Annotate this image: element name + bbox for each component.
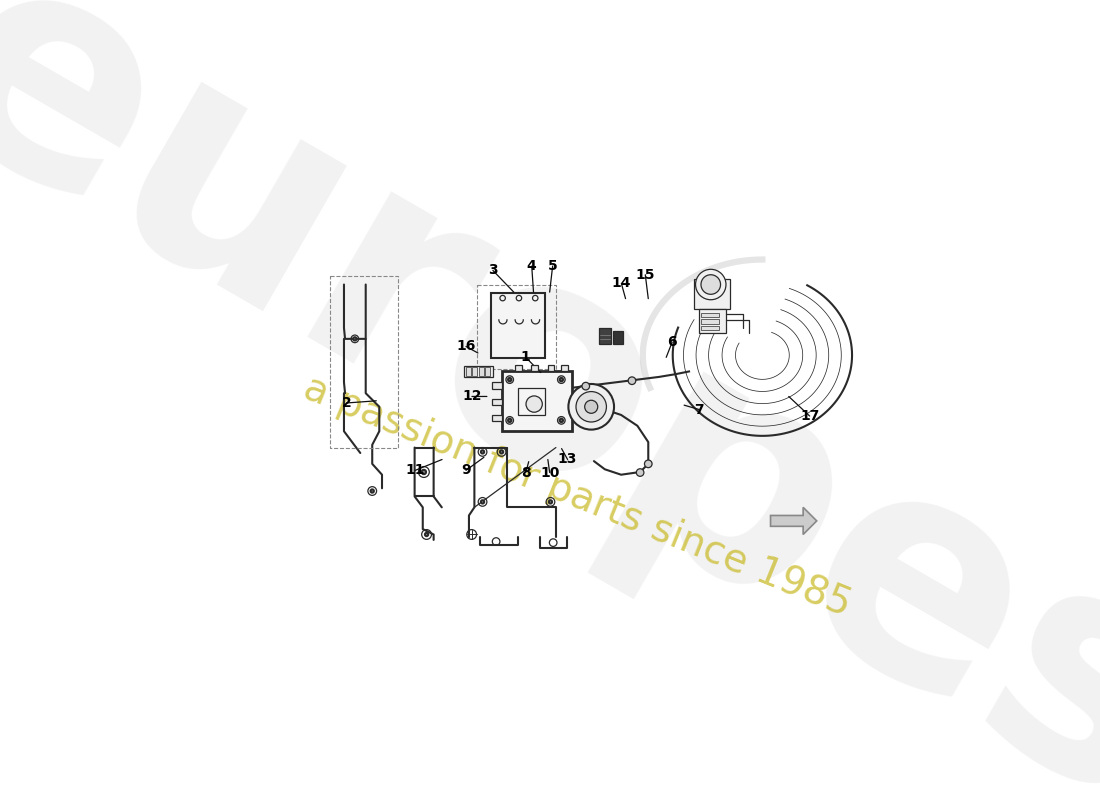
Bar [492,415,502,422]
Text: 16: 16 [456,339,475,354]
Bar [613,330,623,344]
Bar [600,328,612,344]
Bar [701,326,719,330]
Circle shape [425,533,428,536]
Text: 15: 15 [636,268,654,282]
Circle shape [645,460,652,468]
Bar [472,367,477,376]
Circle shape [508,418,512,422]
Circle shape [421,470,426,474]
Circle shape [560,378,563,382]
Circle shape [508,378,512,382]
Text: 6: 6 [668,335,676,349]
Bar [478,367,484,376]
Bar [701,319,719,324]
Bar [502,371,572,431]
Circle shape [569,384,614,430]
Bar [515,365,521,371]
Polygon shape [770,507,816,534]
Text: a passion for parts since 1985: a passion for parts since 1985 [298,369,857,624]
Circle shape [353,338,356,341]
Text: 3: 3 [488,263,497,278]
Circle shape [526,396,542,412]
Bar [694,279,729,309]
Circle shape [558,417,565,424]
Text: 4: 4 [527,259,537,273]
Circle shape [636,469,644,476]
Text: 7: 7 [694,402,704,417]
Bar [491,293,544,358]
Circle shape [558,376,565,383]
Circle shape [695,270,726,300]
Circle shape [481,500,484,503]
Circle shape [576,391,606,422]
Circle shape [628,377,636,385]
Circle shape [506,417,514,424]
Bar [518,388,544,415]
Bar [463,366,494,377]
Bar [465,367,471,376]
Circle shape [585,400,597,414]
Text: 9: 9 [461,463,471,478]
Bar [531,365,538,371]
Circle shape [582,382,590,390]
Bar [701,313,719,317]
Circle shape [481,450,484,454]
Text: 13: 13 [558,453,578,466]
Text: 11: 11 [406,463,425,478]
Text: 1: 1 [521,350,530,364]
Text: 8: 8 [521,466,530,479]
Circle shape [701,274,721,294]
Text: 14: 14 [612,277,631,290]
Bar [548,365,554,371]
Bar [492,382,502,389]
Circle shape [549,500,552,503]
Bar [698,309,726,334]
Text: 2: 2 [341,396,351,410]
Circle shape [499,450,503,454]
Text: 17: 17 [800,409,820,423]
Circle shape [506,376,514,383]
Text: 10: 10 [540,466,559,479]
Bar [492,398,502,405]
Bar [561,365,568,371]
Circle shape [560,418,563,422]
Text: 5: 5 [548,259,558,273]
Text: 12: 12 [462,390,482,403]
Circle shape [371,490,374,493]
Bar [485,367,491,376]
